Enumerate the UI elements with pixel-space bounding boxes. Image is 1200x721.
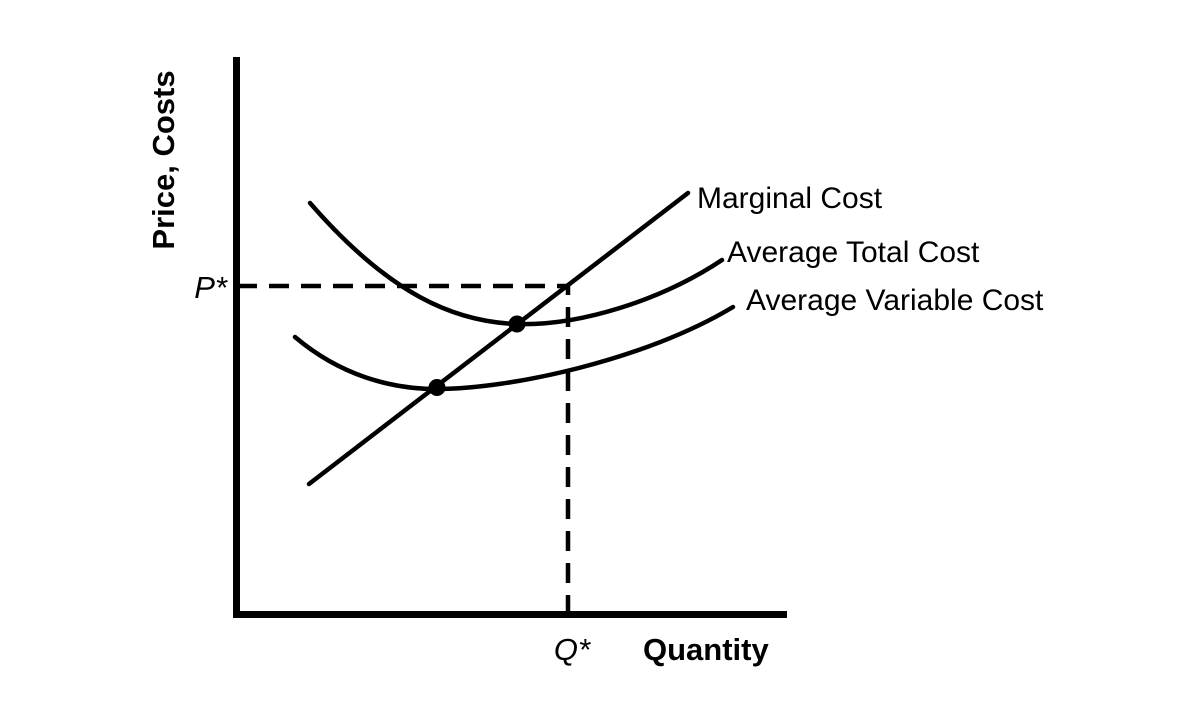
p-star-q-star-dashed-guide [237,283,571,611]
mc-atc-minimum-dot [508,315,526,333]
x-axis-title: Quantity [643,632,769,667]
y-axis-title: Price, Costs [146,70,181,249]
p-star-marker: P* [194,270,228,305]
q-star-marker: Q* [554,632,591,667]
average-variable-cost-curve [292,304,736,392]
average-total-cost-label: Average Total Cost [727,236,980,269]
average-total-cost-curve [307,200,725,327]
mc-avc-minimum-dot [428,379,446,396]
marginal-cost-curve [306,190,691,487]
marginal-cost-label: Marginal Cost [697,182,883,215]
average-variable-cost-label: Average Variable Cost [746,284,1044,317]
